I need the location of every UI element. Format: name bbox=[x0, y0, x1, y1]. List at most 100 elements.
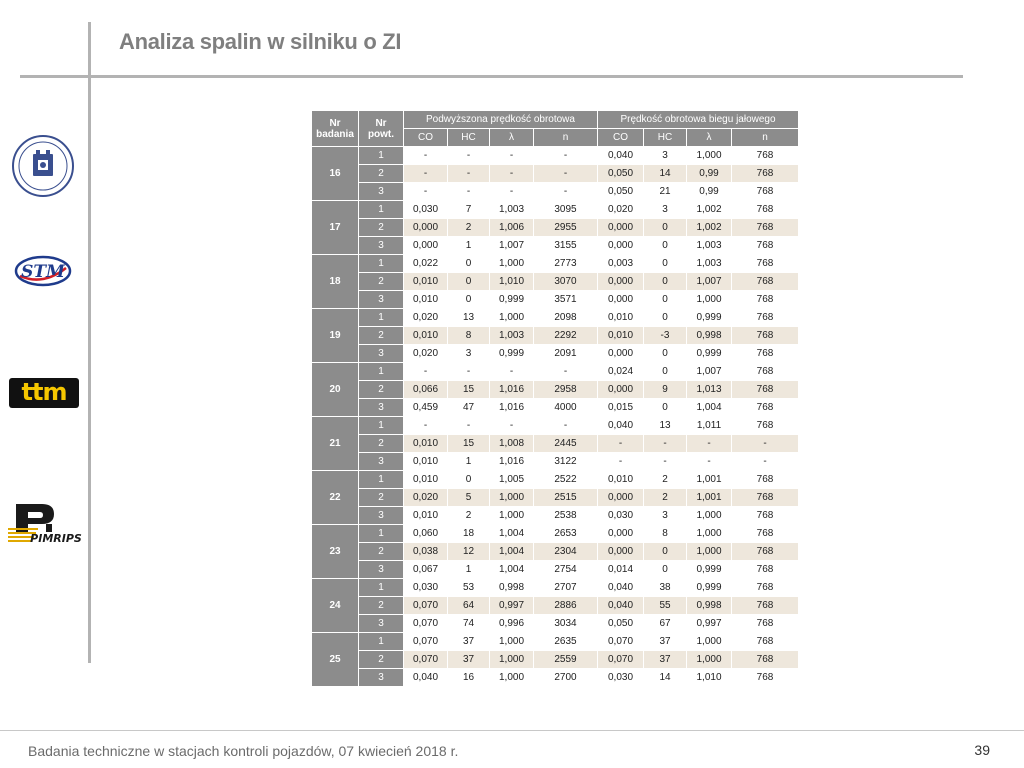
value-cell: - bbox=[643, 452, 687, 471]
value-cell: - bbox=[447, 182, 490, 201]
table-row: 2 0,038 12 1,004 2304 0,000 0 1,000 768 bbox=[312, 542, 799, 561]
value-cell: - bbox=[597, 434, 644, 453]
repeat-number-cell: 2 bbox=[358, 164, 404, 183]
value-cell: 0,000 bbox=[403, 236, 448, 255]
value-cell: 2091 bbox=[533, 344, 598, 363]
repeat-number-cell: 3 bbox=[358, 182, 404, 201]
table-row: 3 0,000 1 1,007 3155 0,000 0 1,003 768 bbox=[312, 236, 799, 255]
header-co: CO bbox=[403, 128, 448, 147]
value-cell: 768 bbox=[731, 614, 799, 633]
value-cell: 768 bbox=[731, 524, 799, 543]
value-cell: 14 bbox=[643, 668, 687, 687]
value-cell: 55 bbox=[643, 596, 687, 615]
value-cell: 1 bbox=[447, 560, 490, 579]
value-cell: 0,997 bbox=[489, 596, 534, 615]
repeat-number-cell: 3 bbox=[358, 398, 404, 417]
value-cell: 768 bbox=[731, 380, 799, 399]
value-cell: 0 bbox=[643, 290, 687, 309]
value-cell: 2773 bbox=[533, 254, 598, 273]
test-number-cell: 21 bbox=[311, 416, 359, 471]
value-cell: - bbox=[403, 362, 448, 381]
value-cell: 768 bbox=[731, 398, 799, 417]
value-cell: 0 bbox=[643, 236, 687, 255]
repeat-number-cell: 1 bbox=[358, 254, 404, 273]
value-cell: 0,010 bbox=[597, 470, 644, 489]
value-cell: 37 bbox=[447, 632, 490, 651]
value-cell: 0,010 bbox=[403, 452, 448, 471]
value-cell: 0,000 bbox=[597, 344, 644, 363]
value-cell: - bbox=[533, 146, 598, 165]
table-row: 3 0,459 47 1,016 4000 0,015 0 1,004 768 bbox=[312, 398, 799, 417]
value-cell: 768 bbox=[731, 326, 799, 345]
value-cell: 2522 bbox=[533, 470, 598, 489]
value-cell: 0,99 bbox=[686, 182, 732, 201]
value-cell: 0,000 bbox=[403, 218, 448, 237]
value-cell: 0,030 bbox=[403, 578, 448, 597]
repeat-number-cell: 3 bbox=[358, 344, 404, 363]
value-cell: 13 bbox=[643, 416, 687, 435]
repeat-number-cell: 3 bbox=[358, 290, 404, 309]
value-cell: 1,013 bbox=[686, 380, 732, 399]
repeat-number-cell: 3 bbox=[358, 668, 404, 687]
table-row: 3 0,010 1 1,016 3122- - - - bbox=[312, 452, 799, 471]
value-cell: 3571 bbox=[533, 290, 598, 309]
value-cell: 1,000 bbox=[489, 650, 534, 669]
value-cell: 16 bbox=[447, 668, 490, 687]
stm-logo: STM bbox=[14, 255, 72, 287]
table-row: 2 0,070 64 0,997 2886 0,040 55 0,998 768 bbox=[312, 596, 799, 615]
value-cell: 768 bbox=[731, 308, 799, 327]
value-cell: 1,004 bbox=[489, 560, 534, 579]
value-cell: 768 bbox=[731, 146, 799, 165]
value-cell: 0,000 bbox=[597, 488, 644, 507]
repeat-number-cell: 1 bbox=[358, 146, 404, 165]
header-group-raised-rpm: Podwyższona prędkość obrotowa bbox=[403, 110, 598, 129]
value-cell: 7 bbox=[447, 200, 490, 219]
value-cell: 0,014 bbox=[597, 560, 644, 579]
value-cell: 3 bbox=[643, 146, 687, 165]
value-cell: 1,000 bbox=[686, 542, 732, 561]
value-cell: 768 bbox=[731, 650, 799, 669]
value-cell: 0,040 bbox=[597, 416, 644, 435]
value-cell: 1 bbox=[447, 452, 490, 471]
value-cell: 0,050 bbox=[597, 182, 644, 201]
header-n: n bbox=[533, 128, 598, 147]
value-cell: - bbox=[489, 164, 534, 183]
value-cell: 47 bbox=[447, 398, 490, 417]
table-row: 2 0,010 8 1,003 2292 0,010 -3 0,998 768 bbox=[312, 326, 799, 345]
value-cell: 1,004 bbox=[489, 524, 534, 543]
value-cell: 0 bbox=[447, 272, 490, 291]
value-cell: 0,010 bbox=[403, 434, 448, 453]
value-cell: 1,008 bbox=[489, 434, 534, 453]
value-cell: 1,010 bbox=[489, 272, 534, 291]
table-row: 2 0,066 15 1,016 2958 0,000 9 1,013 768 bbox=[312, 380, 799, 399]
table-row: 16 1- - - -0,040 3 1,000 768 bbox=[311, 146, 799, 201]
value-cell: - bbox=[447, 416, 490, 435]
header-lambda-idle: λ bbox=[686, 128, 732, 147]
value-cell: 0,070 bbox=[597, 650, 644, 669]
value-cell: 1,007 bbox=[686, 362, 732, 381]
value-cell: 64 bbox=[447, 596, 490, 615]
value-cell: 0,040 bbox=[597, 596, 644, 615]
value-cell: 14 bbox=[643, 164, 687, 183]
table-row: 3 0,010 2 1,000 2538 0,030 3 1,000 768 bbox=[312, 506, 799, 525]
value-cell: 2886 bbox=[533, 596, 598, 615]
value-cell: 3155 bbox=[533, 236, 598, 255]
value-cell: 1,000 bbox=[489, 308, 534, 327]
value-cell: 0,010 bbox=[597, 308, 644, 327]
page-number: 39 bbox=[974, 742, 990, 758]
value-cell: 0,010 bbox=[403, 272, 448, 291]
value-cell: 0 bbox=[447, 470, 490, 489]
table-row: 18 1 0,022 0 1,000 2773 0,003 0 1,003 768 bbox=[311, 254, 799, 309]
value-cell: 3 bbox=[643, 506, 687, 525]
value-cell: 2 bbox=[447, 506, 490, 525]
value-cell: 0,999 bbox=[686, 344, 732, 363]
value-cell: 768 bbox=[731, 164, 799, 183]
value-cell: - bbox=[489, 182, 534, 201]
header-co-idle: CO bbox=[597, 128, 644, 147]
value-cell: 2098 bbox=[533, 308, 598, 327]
value-cell: 2955 bbox=[533, 218, 598, 237]
value-cell: 2 bbox=[447, 218, 490, 237]
value-cell: 0 bbox=[643, 362, 687, 381]
value-cell: 1,001 bbox=[686, 488, 732, 507]
table-row: 2 0,070 37 1,000 2559 0,070 37 1,000 768 bbox=[312, 650, 799, 669]
